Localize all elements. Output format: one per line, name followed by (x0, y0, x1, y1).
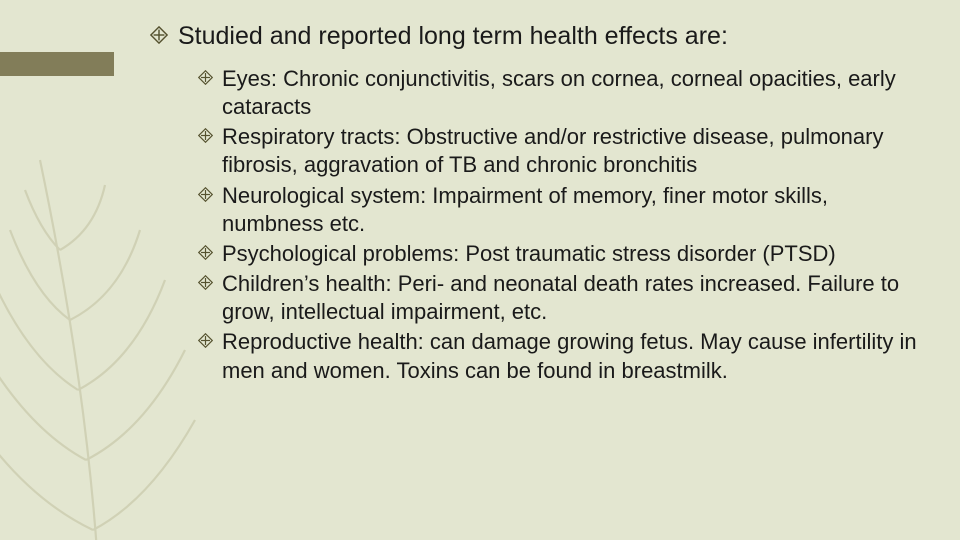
diamond-bullet-icon (198, 333, 213, 348)
item-text: Eyes: Chronic conjunctivitis, scars on c… (222, 66, 896, 119)
item-text: Psychological problems: Post traumatic s… (222, 241, 836, 266)
item-text: Reproductive health: can damage growing … (222, 329, 917, 382)
heading-text: Studied and reported long term health ef… (178, 22, 728, 50)
list-item: Neurological system: Impairment of memor… (198, 182, 930, 238)
diamond-bullet-icon (198, 70, 213, 85)
diamond-bullet-icon (198, 187, 213, 202)
item-text: Neurological system: Impairment of memor… (222, 183, 828, 236)
diamond-bullet-icon (150, 26, 168, 44)
accent-bar (0, 52, 114, 76)
diamond-bullet-icon (198, 275, 213, 290)
slide-content: Studied and reported long term health ef… (150, 22, 930, 387)
list-item: Children’s health: Peri- and neonatal de… (198, 270, 930, 326)
list-item: Reproductive health: can damage growing … (198, 328, 930, 384)
list-item: Eyes: Chronic conjunctivitis, scars on c… (198, 65, 930, 121)
item-text: Children’s health: Peri- and neonatal de… (222, 271, 899, 324)
diamond-bullet-icon (198, 245, 213, 260)
list-item: Psychological problems: Post traumatic s… (198, 240, 930, 268)
heading: Studied and reported long term health ef… (150, 22, 930, 51)
list-item: Respiratory tracts: Obstructive and/or r… (198, 123, 930, 179)
diamond-bullet-icon (198, 128, 213, 143)
item-list: Eyes: Chronic conjunctivitis, scars on c… (150, 65, 930, 385)
item-text: Respiratory tracts: Obstructive and/or r… (222, 124, 883, 177)
